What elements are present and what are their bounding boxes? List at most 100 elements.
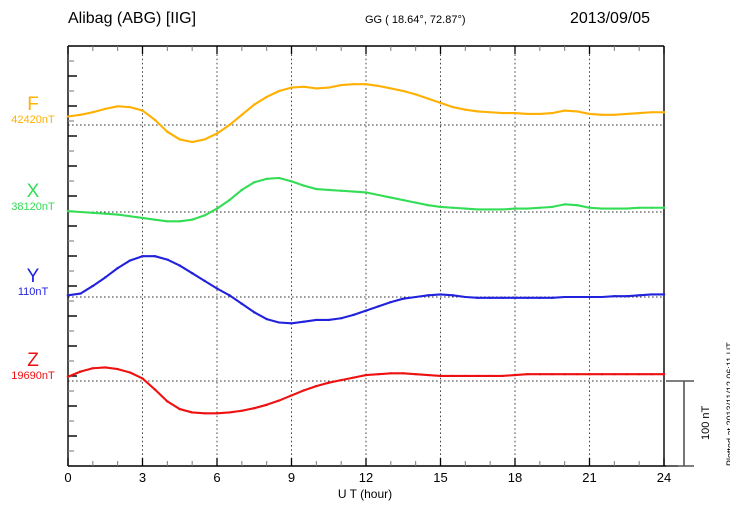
trace-sample-X [128, 215, 132, 218]
trace-sample-X [116, 213, 119, 216]
trace-sample-F [501, 112, 504, 115]
trace-sample-Z [501, 374, 504, 377]
trace-sample-Z [228, 411, 231, 414]
trace-sample-F [203, 138, 206, 141]
trace-sample-Z [377, 373, 380, 376]
trace-sample-X [265, 177, 268, 180]
trace-sample-F [439, 101, 442, 104]
trace-sample-Z [650, 373, 653, 376]
trace-sample-Z [588, 373, 591, 376]
trace-sample-F [178, 138, 181, 141]
x-tick-label: 21 [582, 470, 597, 485]
trace-sample-Y [451, 294, 455, 297]
trace-sample-Z [625, 373, 628, 376]
trace-sample-Y [79, 292, 82, 295]
trace-sample-Z [190, 411, 194, 414]
trace-sample-Y [128, 259, 132, 262]
trace-sample-Z [79, 370, 82, 373]
trace-sample-F [166, 130, 169, 133]
trace-sample-F [364, 83, 368, 86]
trace-sample-X [203, 214, 206, 217]
trace-sample-X [600, 207, 604, 210]
trace-sample-F [488, 111, 492, 114]
trace-sample-Y [662, 293, 666, 296]
trace-sample-Y [439, 293, 442, 296]
trace-sample-F [327, 86, 330, 89]
trace-sample-Y [240, 302, 244, 305]
trace-sample-Y [488, 296, 492, 299]
trace-sample-X [526, 207, 529, 210]
trace-sample-F [526, 112, 529, 115]
trace-sample-X [352, 190, 355, 193]
trace-sample-X [476, 208, 479, 211]
trace-sample-Z [488, 374, 492, 377]
trace-sample-X [551, 205, 554, 208]
trace-sample-Z [265, 403, 268, 406]
trace-sample-Y [426, 294, 430, 297]
trace-sample-X [364, 191, 368, 194]
trace-sample-X [339, 189, 343, 192]
trace-sample-X [377, 194, 380, 196]
trace-sample-Y [588, 296, 591, 298]
trace-sample-Y [650, 293, 653, 296]
trace-sample-F [290, 86, 293, 89]
scalebar-label: 100 nT [700, 405, 712, 440]
trace-sample-F [613, 113, 616, 116]
x-axis-title: U T (hour) [337, 487, 393, 501]
trace-sample-X [253, 181, 256, 184]
trace-sample-Z [66, 375, 70, 378]
trace-sample-X [402, 199, 405, 202]
trace-sample-F [451, 106, 455, 109]
trace-sample-X [91, 211, 95, 214]
trace-sample-Z [464, 374, 467, 377]
trace-sample-X [414, 201, 417, 204]
trace-sample-F [476, 110, 479, 113]
trace-sample-Z [302, 389, 306, 392]
trace-sample-X [501, 208, 504, 211]
trace-sample-Y [153, 255, 157, 258]
x-tick-label: 18 [507, 470, 523, 485]
x-tick-label: 3 [138, 470, 147, 485]
trace-sample-F [513, 112, 517, 115]
component-letter-y: Y [26, 266, 40, 287]
trace-sample-Z [339, 379, 343, 382]
trace-sample-F [563, 109, 566, 112]
trace-sample-F [128, 106, 132, 109]
trace-sample-F [402, 90, 405, 92]
trace-sample-X [315, 188, 318, 191]
trace-sample-Y [402, 297, 405, 300]
trace-sample-X [464, 207, 467, 210]
trace-sample-X [215, 207, 219, 210]
trace-sample-Y [637, 294, 641, 297]
trace-sample-Y [600, 296, 604, 298]
trace-sample-F [637, 112, 641, 115]
trace-sample-X [153, 218, 157, 221]
trace-sample-F [588, 112, 591, 115]
trace-sample-Y [228, 294, 231, 297]
trace-sample-Y [339, 317, 343, 320]
trace-sample-Z [277, 399, 281, 402]
trace-sample-Y [302, 320, 306, 323]
component-baseline-y: 110nT [17, 286, 49, 298]
component-baseline-f: 42420nT [11, 114, 55, 126]
trace-sample-X [290, 180, 293, 183]
trace-sample-F [426, 97, 430, 100]
trace-sample-Y [513, 296, 517, 299]
trace-sample-X [613, 207, 616, 210]
trace-sample-F [352, 83, 355, 86]
trace-sample-Z [166, 400, 169, 403]
trace-sample-Z [327, 381, 330, 384]
trace-sample-Z [141, 377, 144, 380]
trace-sample-Y [265, 318, 268, 321]
trace-sample-X [650, 206, 653, 209]
x-tick-label: 24 [656, 470, 672, 485]
trace-sample-Y [563, 296, 566, 298]
trace-sample-F [339, 84, 343, 87]
trace-sample-X [141, 216, 144, 219]
trace-sample-Z [451, 374, 455, 377]
trace-sample-Z [290, 394, 293, 397]
trace-sample-Y [389, 301, 393, 304]
trace-sample-Y [315, 318, 318, 321]
trace-sample-Y [277, 321, 281, 324]
